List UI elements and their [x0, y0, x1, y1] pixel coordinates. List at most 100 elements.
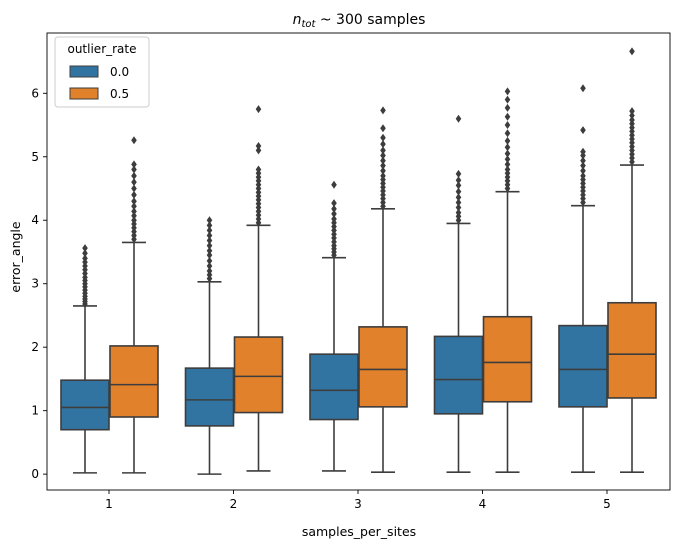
outlier-point: [206, 236, 213, 245]
y-tick-label: 4: [31, 213, 39, 227]
x-tick-label: 1: [105, 497, 113, 511]
outlier-point: [206, 231, 213, 240]
outlier-point: [455, 198, 462, 207]
box-0.0-cat-2: [184, 216, 235, 475]
outlier-point: [580, 171, 586, 180]
outlier-point: [131, 211, 137, 220]
box-iqr: [184, 367, 235, 427]
y-tick-label: 1: [31, 404, 39, 418]
x-tick-label: 5: [603, 497, 611, 511]
outlier-point: [131, 190, 137, 199]
x-tick-label: 3: [354, 497, 362, 511]
outlier-point: [380, 156, 386, 165]
outlier-point: [455, 208, 462, 217]
x-tick-label: 2: [230, 497, 238, 511]
outlier-point: [206, 246, 213, 255]
legend-title: outlier_rate: [67, 42, 136, 56]
box-iqr: [558, 324, 608, 408]
outlier-point: [504, 149, 511, 158]
outlier-point: [255, 105, 262, 114]
outlier-point: [580, 84, 586, 93]
outlier-point: [331, 214, 337, 223]
box-iqr: [607, 301, 657, 399]
outlier-point: [455, 169, 462, 178]
y-tick-label: 0: [31, 467, 39, 481]
outlier-point: [131, 216, 137, 225]
outlier-point: [206, 216, 213, 225]
y-axis-label: error_angle: [8, 221, 23, 293]
outlier-point: [504, 165, 511, 174]
outlier-point: [455, 114, 462, 123]
outlier-point: [504, 129, 511, 138]
box-0.5-cat-2: [233, 105, 284, 472]
legend-label-0.0: 0.0: [110, 65, 129, 79]
outlier-point: [455, 193, 462, 202]
chart-title: ntot ~ 300 samples: [293, 12, 426, 30]
outlier-point: [131, 171, 137, 180]
outlier-point: [455, 203, 462, 212]
outlier-point: [255, 146, 262, 155]
outlier-point: [380, 140, 386, 149]
outlier-point: [255, 141, 262, 150]
outlier-point: [131, 197, 137, 206]
box-0.0-cat-4: [433, 114, 484, 474]
box-0.5-cat-1: [109, 136, 159, 474]
legend-label-0.5: 0.5: [110, 87, 129, 101]
outlier-point: [131, 160, 137, 169]
outlier-point: [380, 106, 386, 115]
outlier-point: [455, 181, 462, 190]
y-tick-label: 2: [31, 340, 39, 354]
outlier-point: [504, 87, 511, 96]
outlier-point: [380, 124, 386, 133]
chart-title-subscript: tot: [301, 19, 316, 30]
outlier-point: [131, 202, 137, 211]
box-iqr: [109, 345, 159, 418]
box-0.5-cat-4: [482, 87, 533, 474]
outlier-point: [580, 147, 586, 156]
outlier-point: [206, 256, 213, 265]
box-iqr: [358, 326, 408, 408]
outlier-point: [131, 207, 137, 216]
y-tick-label: 5: [31, 150, 39, 164]
outlier-point: [82, 249, 88, 258]
box-iqr: [60, 379, 110, 431]
outlier-point: [504, 160, 511, 169]
outlier-point: [82, 254, 88, 263]
outlier-point: [580, 156, 586, 165]
outlier-point: [206, 261, 213, 270]
box-iqr: [433, 335, 484, 415]
outlier-point: [380, 161, 386, 170]
outlier-point: [504, 143, 511, 152]
x-axis-label: samples_per_sites: [302, 524, 416, 539]
outlier-point: [504, 103, 511, 112]
outlier-point: [629, 115, 635, 124]
outlier-point: [131, 178, 137, 187]
outlier-point: [380, 133, 386, 142]
y-tick-label: 6: [31, 86, 39, 100]
outlier-point: [206, 251, 213, 260]
chart-title-n: n: [293, 12, 302, 28]
outlier-point: [504, 121, 511, 130]
x-tick-label: 4: [479, 497, 487, 511]
outlier-point: [380, 146, 386, 155]
outlier-point: [629, 111, 635, 120]
axes-frame: [46, 32, 671, 491]
outlier-point: [380, 171, 386, 180]
outlier-point: [255, 165, 262, 174]
box-iqr: [482, 315, 533, 403]
plot-area: [60, 47, 657, 475]
y-tick-label: 3: [31, 277, 39, 291]
outlier-point: [504, 95, 511, 104]
box-0.5-cat-3: [358, 106, 408, 474]
outlier-point: [206, 226, 213, 235]
outlier-point: [580, 161, 586, 170]
outlier-point: [82, 244, 88, 253]
outlier-point: [331, 180, 337, 189]
outlier-point: [131, 165, 137, 174]
box-0.0-cat-5: [558, 84, 608, 474]
legend-swatch-0.5: [69, 87, 99, 100]
outlier-point: [504, 112, 511, 121]
outlier-point: [629, 107, 635, 116]
box-iqr: [309, 353, 359, 421]
